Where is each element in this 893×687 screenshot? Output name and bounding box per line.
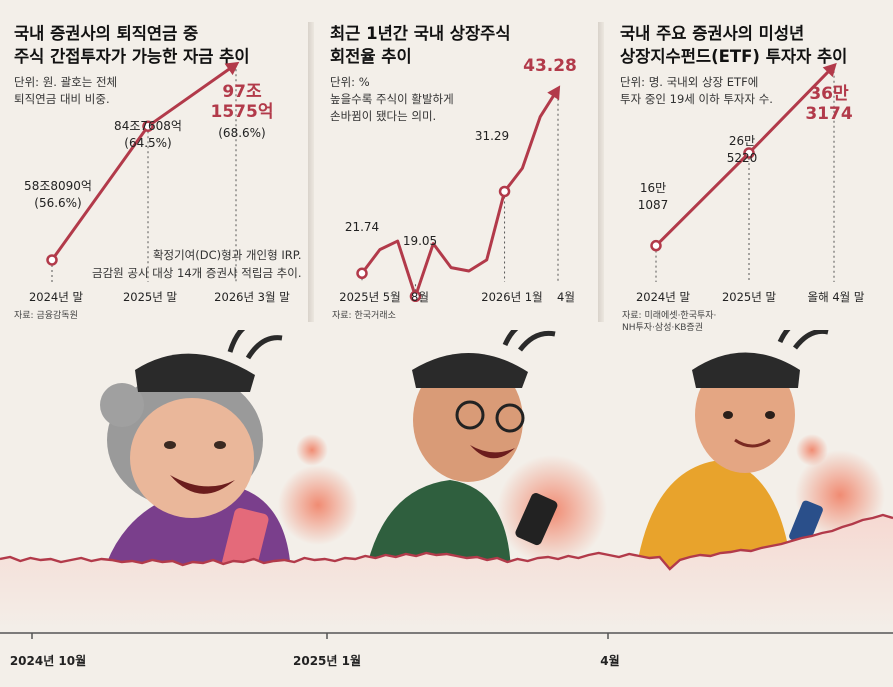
panel1-value-label-0: 58조8090억 (56.6%) xyxy=(24,179,92,210)
investors-illustration xyxy=(0,330,893,639)
panel1-chart xyxy=(46,61,240,282)
panel3-chart xyxy=(650,62,837,282)
panel2-x-tick-2: 2026년 1월 xyxy=(481,290,543,304)
panel2-point-label-0: 21.74 xyxy=(344,220,380,234)
panel2-point xyxy=(409,290,422,303)
panel2-chart xyxy=(356,85,561,303)
panel2-point-label-2: 31.29 xyxy=(474,129,510,143)
panel2-source: 자료: 한국거래소 xyxy=(332,311,396,321)
panel2-x-tick-0: 2025년 5월 xyxy=(339,290,401,304)
panel2-x-tick-3: 4월 xyxy=(557,290,575,304)
turnover-panel: 최근 1년간 국내 상장주식 회전율 추이 단위: % 높을수록 주식이 활발하… xyxy=(316,0,598,330)
panel2-point xyxy=(356,267,368,280)
panel2-point-label-1: 19.05 xyxy=(402,234,438,248)
separator xyxy=(308,22,314,322)
panel3-point xyxy=(650,239,662,252)
panel3-source: 자료: 미래에셋·한국투자· NH투자·삼성·KB증권 xyxy=(622,311,717,333)
panel2-x-tick-1: 8월 xyxy=(411,290,429,304)
panel2-point xyxy=(498,185,511,198)
panel3-unit: 단위: 명. 국내외 상장 ETF에 투자 중인 19세 이하 투자자 수. xyxy=(620,75,773,106)
panel1-point xyxy=(46,254,58,266)
glow-circle xyxy=(796,434,828,466)
separator xyxy=(598,22,604,322)
panel1-x-tick-0: 2024년 말 xyxy=(28,290,84,304)
panel2-unit: 단위: % 높을수록 주식이 활발하게 손바뀜이 됐다는 의미. xyxy=(330,75,454,123)
market-line xyxy=(0,513,893,571)
panel3-x-tick-1: 2025년 말 xyxy=(721,290,777,304)
panel2-series-line xyxy=(360,87,560,298)
market-x-tick-label-0: 2024년 10월 xyxy=(9,654,87,668)
panel1-arrowhead xyxy=(224,61,240,76)
market-area xyxy=(0,515,893,633)
glow-circle xyxy=(278,465,358,545)
panel1-point xyxy=(142,120,154,132)
panel3-x-tick-2: 올해 4월 말 xyxy=(807,290,865,304)
panel3-value-label-2: 36만 3174 xyxy=(805,84,853,124)
panel1-x-tick-1: 2025년 말 xyxy=(122,290,178,304)
panel1-note: 확정기여(DC)형과 개인형 IRP. 금감원 공시 대상 14개 증권사 적립… xyxy=(92,248,302,280)
panel3-value-label-0: 16만 1087 xyxy=(637,181,669,212)
panel3-value-label-1: 26만 5220 xyxy=(726,134,758,165)
panel2-title: 최근 1년간 국내 상장주식 회전율 추이 xyxy=(330,24,511,66)
panel1-title: 국내 증권사의 퇴직연금 중 주식 간접투자가 가능한 자금 추이 xyxy=(14,24,250,66)
minor-etf-panel: 국내 주요 증권사의 미성년 상장지수펀드(ETF) 투자자 추이 단위: 명.… xyxy=(606,0,893,333)
panel1-value-label-2: 97조1575억 (68.6%) xyxy=(210,82,274,140)
panel2-arrowhead xyxy=(547,85,561,101)
market-x-tick-label-1: 2025년 1월 xyxy=(292,654,362,668)
panel3-title: 국내 주요 증권사의 미성년 상장지수펀드(ETF) 투자자 추이 xyxy=(620,24,848,66)
panel1-source: 자료: 금융감독원 xyxy=(14,311,78,321)
retirement-pension-panel: 국내 증권사의 퇴직연금 중 주식 간접투자가 가능한 자금 추이 단위: 원.… xyxy=(0,0,306,330)
panel3-arrowhead xyxy=(822,62,837,78)
market-x-tick-label-2: 4월 xyxy=(600,654,620,668)
panel1-x-tick-2: 2026년 3월 말 xyxy=(214,290,290,304)
panel3-x-tick-0: 2024년 말 xyxy=(635,290,691,304)
panel3-point xyxy=(743,147,755,159)
panel1-value-label-1: 84조7608억 (64.5%) xyxy=(114,119,182,150)
panel2-point-label-3: 43.28 xyxy=(523,56,577,76)
panel1-series-line xyxy=(50,62,237,261)
panel1-unit: 단위: 원. 괄호는 전체 퇴직연금 대비 비중. xyxy=(14,75,118,106)
glow-circle xyxy=(296,434,328,466)
